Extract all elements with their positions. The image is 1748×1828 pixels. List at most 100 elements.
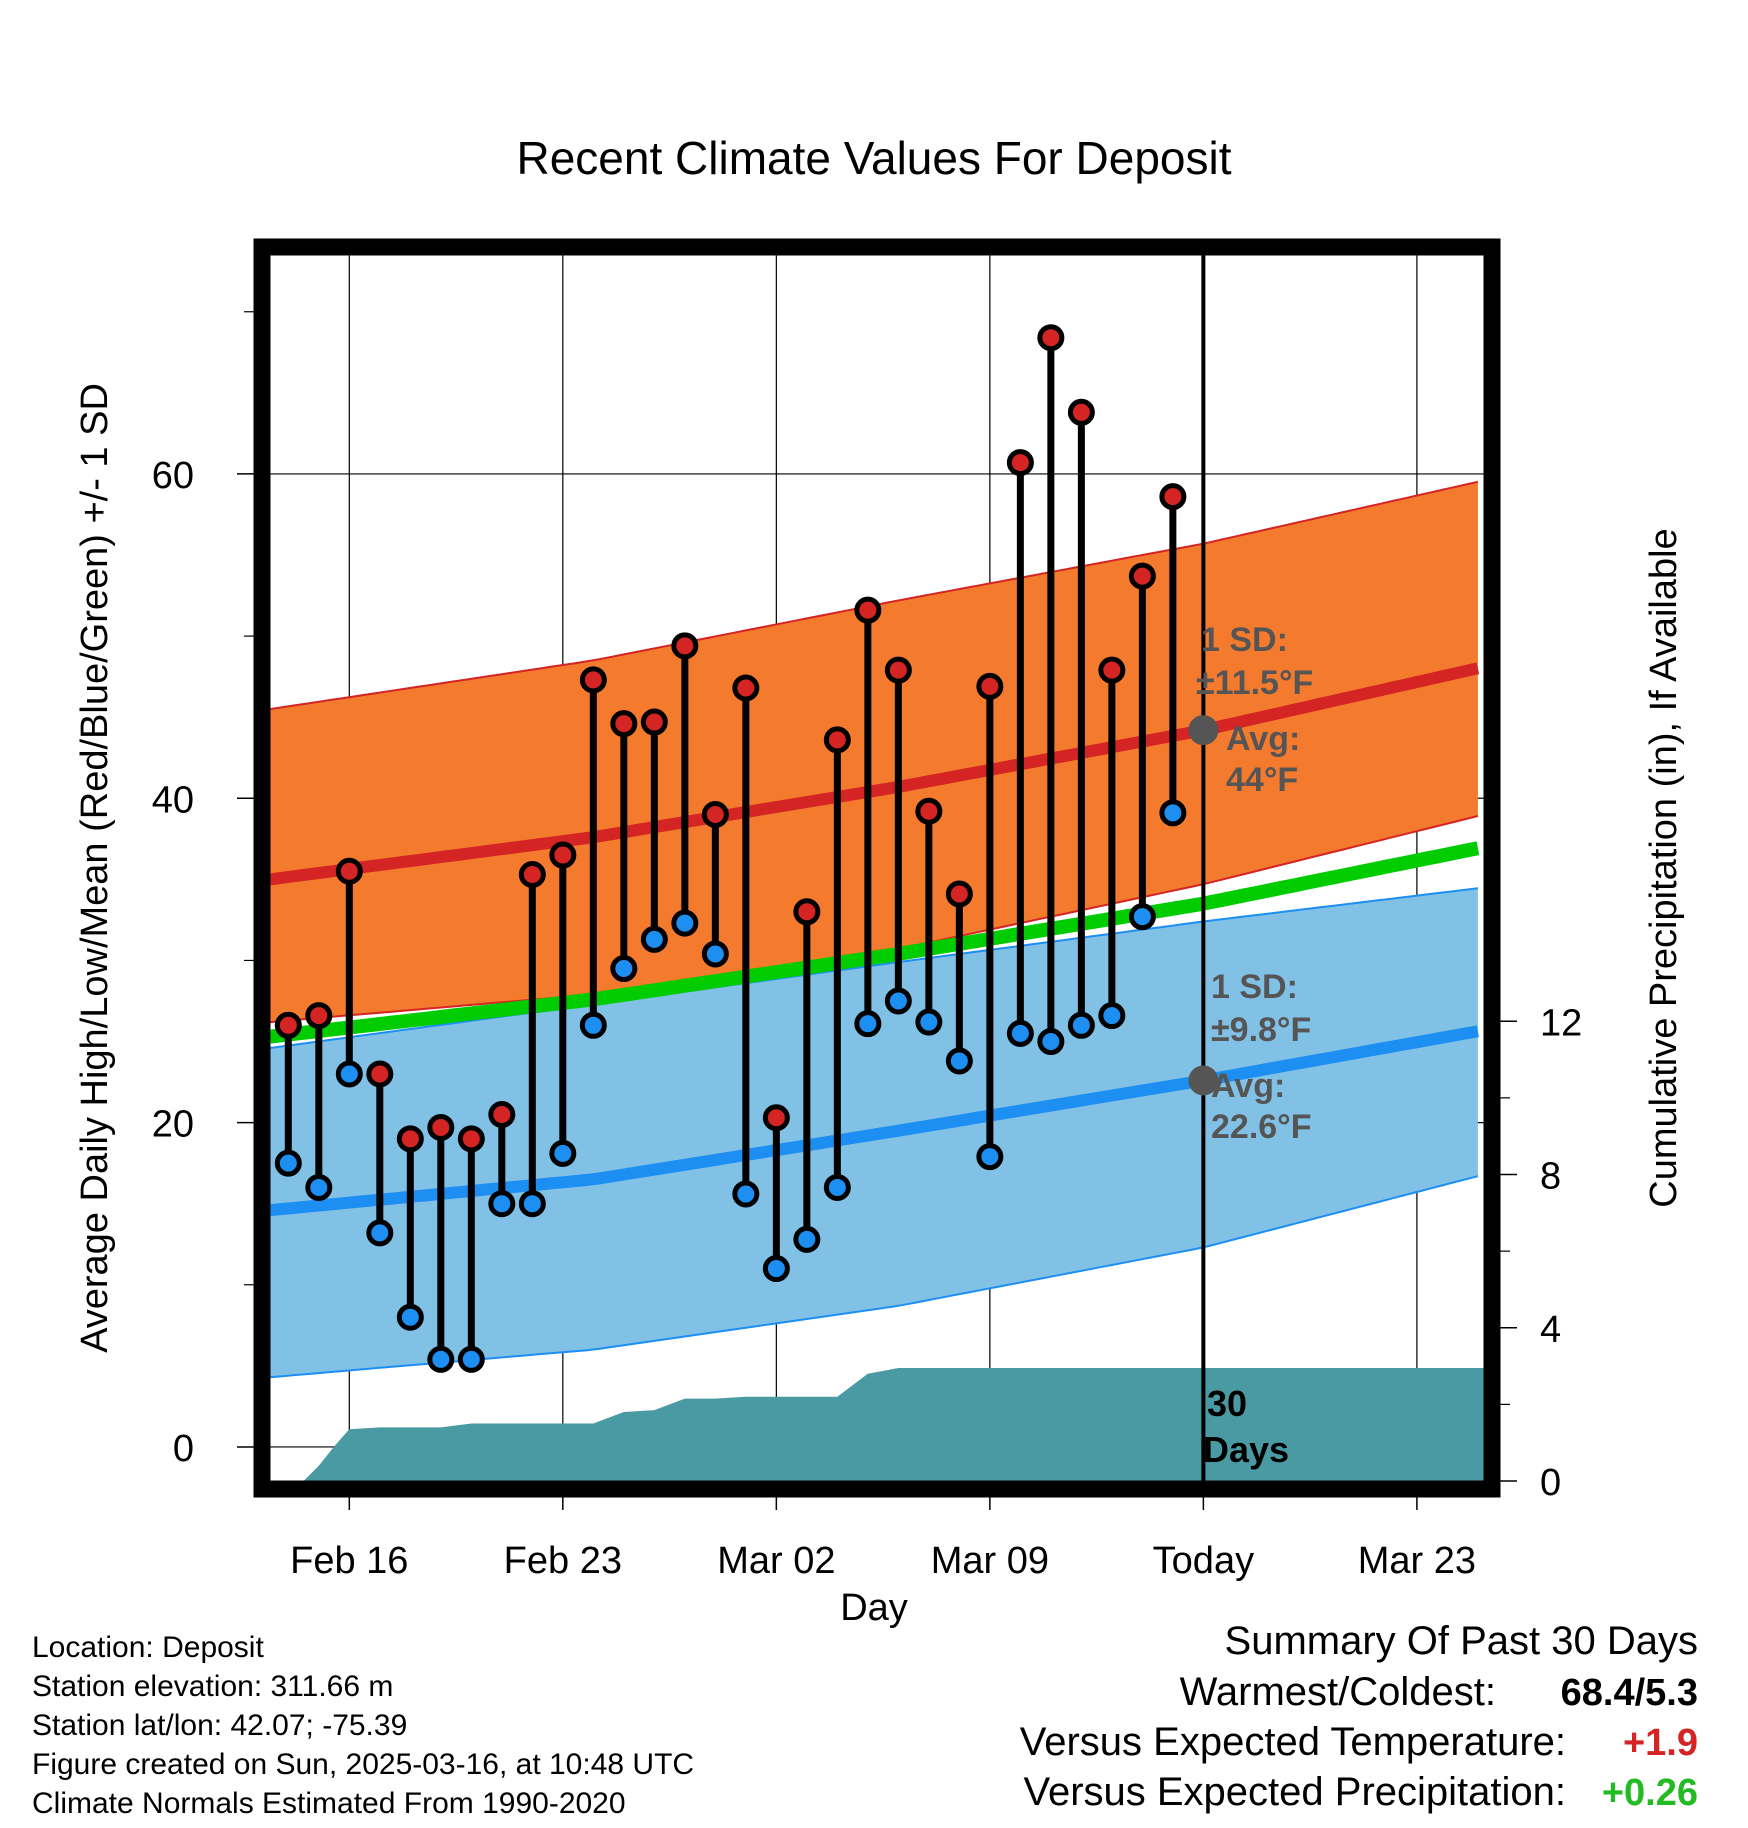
low-point [610,955,638,983]
y-right-tick-label: 8 [1540,1156,1561,1198]
high-point [823,726,851,754]
low-point [427,1345,455,1373]
low-point [701,940,729,968]
high-point [945,880,973,908]
high-point [396,1125,424,1153]
footer-elevation: Station elevation: 311.66 m [32,1670,394,1703]
low-avg-value: 22.6°F [1211,1108,1312,1146]
high-point [1067,398,1095,426]
y-tick-label: 20 [152,1104,194,1146]
high-sd-value: ±11.5°F [1196,664,1313,702]
summary-temp-value: +1.9 [1622,1722,1698,1764]
low-point [396,1303,424,1331]
high-point [701,800,729,828]
low-point [671,909,699,937]
low-avg-label: Avg: [1211,1067,1285,1105]
window-unit: Days [1203,1429,1289,1470]
normal-low-band-upper-edge [269,887,1479,1049]
high-point [1098,656,1126,684]
high-sd-label: 1 SD: [1201,621,1288,659]
low-point [1067,1011,1095,1039]
low-point [335,1060,363,1088]
low-point [579,1011,607,1039]
normal-high-mean-line [269,662,1480,886]
y-right-tick-label: 4 [1540,1309,1561,1351]
x-tick-label: Mar 02 [717,1540,835,1582]
low-point [305,1173,333,1201]
low-point [762,1255,790,1283]
low-point [915,1008,943,1036]
precipitation-area [303,255,1485,1481]
y-tick-label: 0 [173,1428,194,1470]
high-avg-label: Avg: [1226,720,1300,758]
y-right-tick-label: 0 [1540,1462,1561,1504]
low-point [366,1219,394,1247]
summary-warmest-label: Warmest/Coldest: [1179,1670,1496,1714]
summary-precip-label: Versus Expected Precipitation: [1023,1770,1566,1814]
high-point [457,1125,485,1153]
high-avg-value: 44°F [1226,761,1298,799]
high-point [1006,449,1034,477]
low-sd-value: ±9.8°F [1211,1011,1311,1049]
x-tick-label: Mar 23 [1358,1540,1476,1582]
high-point [915,797,943,825]
high-point [1159,483,1187,511]
summary-title: Summary Of Past 30 Days [1224,1619,1698,1663]
high-point [610,710,638,738]
high-point [274,1011,302,1039]
low-point [793,1225,821,1253]
window-count: 30 [1207,1383,1247,1424]
low-point [488,1190,516,1218]
high-point [976,672,1004,700]
low-point [945,1047,973,1075]
y-axis-right-label: Cumulative Precipitation (in), If Availa… [1643,528,1685,1207]
chart-title: Recent Climate Values For Deposit [517,132,1232,184]
high-point [366,1060,394,1088]
observed-series [274,324,1187,1373]
high-point [640,708,668,736]
high-point [579,666,607,694]
low-point [549,1139,577,1167]
footer-latlon: Station lat/lon: 42.07; -75.39 [32,1709,408,1742]
x-axis-label: Day [840,1587,908,1629]
high-point [518,860,546,888]
low-point [1006,1019,1034,1047]
low-point [518,1190,546,1218]
low-avg-marker [1188,1065,1219,1096]
low-point [1037,1028,1065,1056]
low-point [884,987,912,1015]
low-point [976,1143,1004,1171]
high-point [335,857,363,885]
high-point [1037,324,1065,352]
high-avg-marker [1188,715,1219,746]
plot-frame [253,238,1501,1498]
low-point [274,1149,302,1177]
y-axis-label: Average Daily High/Low/Mean (Red/Blue/Gr… [74,383,116,1353]
low-point [732,1180,760,1208]
low-point [640,925,668,953]
high-point [793,898,821,926]
high-point [762,1104,790,1132]
normal-mean-line [269,841,1480,1044]
y-right-tick-label: 12 [1540,1002,1582,1044]
precip-area [303,1368,1485,1481]
high-point [305,1002,333,1030]
y-tick-label: 60 [152,455,194,497]
footer-location: Location: Deposit [32,1631,264,1664]
x-tick-label: Mar 09 [931,1540,1049,1582]
footer-normals: Climate Normals Estimated From 1990-2020 [32,1787,626,1820]
high-point [549,841,577,869]
high-point [884,656,912,684]
low-point [823,1173,851,1201]
summary-precip-value: +0.26 [1601,1772,1698,1814]
low-point [1128,903,1156,931]
low-point [854,1010,882,1038]
high-point [854,596,882,624]
x-tick-label: Feb 23 [504,1540,622,1582]
summary-temp-label: Versus Expected Temperature: [1019,1720,1566,1764]
low-point [1098,1002,1126,1030]
y-tick-label: 40 [152,779,194,821]
high-point [427,1113,455,1141]
